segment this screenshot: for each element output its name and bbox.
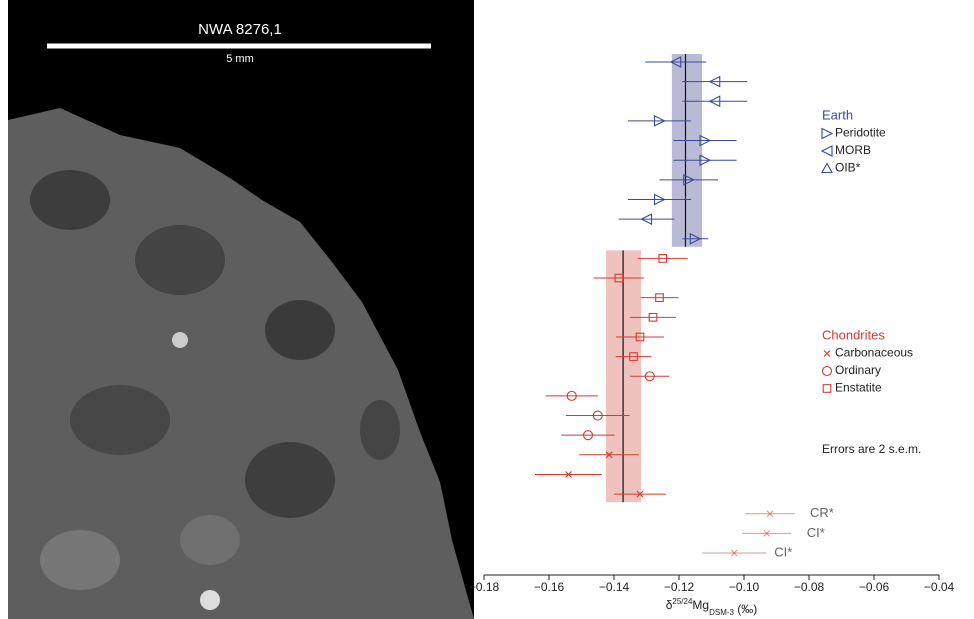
x-axis-title-part: DSM-3	[709, 608, 734, 617]
rock-texture	[360, 400, 400, 460]
legend-group-title: Earth	[822, 107, 853, 122]
x-axis-title-part: Mg	[692, 598, 709, 612]
x-tick-label: −0.14	[599, 580, 630, 594]
rock-texture	[30, 170, 110, 230]
x-tick-label: −0.12	[664, 580, 695, 594]
rock-texture	[200, 590, 220, 610]
x-tick-label: −0.08	[794, 580, 825, 594]
x-tick-label: −0.06	[859, 580, 890, 594]
bse-image: NWA 8276,1 5 mm	[8, 0, 474, 619]
legend-label: Peridotite	[835, 126, 886, 140]
legend-label: Enstatite	[835, 381, 882, 395]
x-tick-label: −0.18	[469, 580, 500, 594]
rock-texture	[135, 225, 225, 295]
rock-texture	[70, 385, 170, 455]
image-title: NWA 8276,1	[198, 21, 282, 38]
rock-texture	[265, 300, 335, 360]
marker	[822, 146, 832, 156]
legend-label: Carbonaceous	[835, 346, 913, 360]
rock-texture	[180, 515, 240, 565]
x-tick-label: −0.10	[729, 580, 760, 594]
marker	[822, 164, 832, 173]
legend-label: Ordinary	[835, 363, 881, 377]
marker	[823, 367, 832, 376]
x-axis-title: δ25/24MgDSM-3 (‰)	[666, 597, 758, 617]
group-band	[672, 54, 702, 247]
row-label: CI*	[774, 544, 792, 559]
marker	[824, 351, 830, 357]
rock-texture	[172, 332, 188, 348]
figure: NWA 8276,1 5 mm CR* CI* CI* −0.18 −0.16 −0.14…	[0, 0, 974, 619]
marker	[823, 385, 831, 393]
x-axis-title-part: (‰)	[734, 602, 757, 616]
x-axis-title-part: 25/24	[672, 597, 693, 606]
legend-label: MORB	[835, 143, 871, 157]
chart: CR* CI* CI* −0.18 −0.16 −0.14 −0.12 −0.10 −0.08 −…	[469, 54, 955, 617]
x-tick-label: −0.04	[924, 580, 955, 594]
row-label: CR*	[810, 505, 834, 520]
x-tick-label: −0.16	[534, 580, 565, 594]
note: Errors are 2 s.e.m.	[822, 442, 921, 456]
scale-label: 5 mm	[226, 53, 254, 65]
marker	[822, 129, 832, 139]
rock-texture	[40, 530, 120, 590]
page: NWA 8276,1 5 mm CR* CI* CI* −0.18 −0.16 −0.14…	[0, 0, 974, 619]
legend-group-title: Chondrites	[822, 327, 885, 342]
row-label: CI*	[807, 525, 825, 540]
rock-texture	[245, 442, 335, 518]
legend-label: OIB*	[835, 161, 861, 175]
